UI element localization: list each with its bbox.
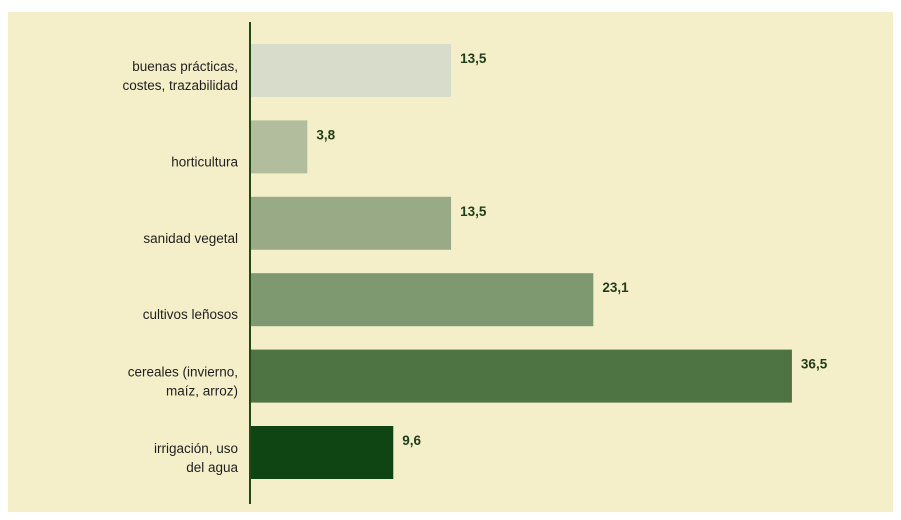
category-label: cereales (invierno, (128, 365, 238, 380)
bar (251, 120, 308, 174)
value-label: 3,8 (316, 127, 335, 142)
bar (251, 44, 452, 97)
value-label: 23,1 (602, 280, 629, 295)
value-label: 13,5 (460, 51, 487, 66)
bar-chart: 13,5 buenas prácticas, costes, trazabilida… (122, 22, 828, 504)
value-label: 13,5 (460, 204, 487, 219)
category-label: horticultura (171, 154, 238, 169)
category-label: irrigación, uso (154, 441, 238, 456)
bar (251, 426, 394, 479)
category-label: maíz, arroz) (166, 384, 238, 399)
bars-layer: 13,5 buenas prácticas, costes, trazabilida… (122, 44, 828, 479)
value-label: 36,5 (801, 357, 828, 372)
category-label: cultivos leñosos (143, 307, 239, 322)
category-label: costes, trazabilidad (122, 78, 238, 93)
bar-group: 13,5 sanidad vegetal (143, 196, 487, 250)
bar (251, 196, 452, 250)
bar (251, 349, 792, 403)
chart-panel: 13,5 buenas prácticas, costes, trazabilida… (8, 12, 893, 512)
bar-group: 36,5 cereales (invierno, maíz, arroz) (128, 349, 828, 403)
bar-group: 9,6 irrigación, uso del agua (154, 426, 422, 479)
bar-group: 3,8 horticultura (171, 120, 336, 174)
category-label: sanidad vegetal (143, 231, 238, 246)
category-label: buenas prácticas, (132, 59, 238, 74)
bar-group: 23,1 cultivos leñosos (143, 273, 629, 327)
category-label: del agua (186, 460, 238, 475)
bar (251, 273, 594, 327)
bar-group: 13,5 buenas prácticas, costes, trazabilida… (122, 44, 487, 97)
value-label: 9,6 (402, 433, 421, 448)
